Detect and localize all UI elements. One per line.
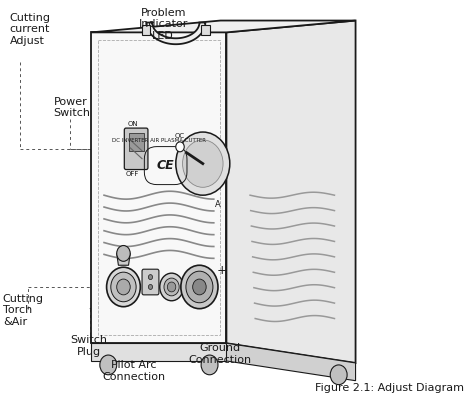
Text: CE: CE (157, 159, 174, 172)
Circle shape (164, 278, 179, 296)
Text: Ground
Connection: Ground Connection (189, 343, 252, 365)
Circle shape (201, 355, 218, 375)
Text: Cutting
Torch
&Air: Cutting Torch &Air (3, 294, 44, 327)
Circle shape (181, 265, 218, 309)
Circle shape (117, 279, 130, 295)
Polygon shape (117, 253, 130, 265)
Circle shape (107, 267, 140, 307)
Circle shape (148, 285, 153, 290)
Text: OC: OC (175, 133, 185, 139)
Text: DC INVERTER AIR PLASMA CUTTER: DC INVERTER AIR PLASMA CUTTER (112, 138, 206, 143)
Polygon shape (142, 26, 150, 35)
Circle shape (111, 272, 136, 302)
Text: ON: ON (128, 121, 138, 127)
Polygon shape (227, 343, 356, 381)
Polygon shape (91, 21, 356, 32)
Text: Problem
Indicator
LED: Problem Indicator LED (138, 8, 188, 41)
Circle shape (100, 355, 117, 375)
Circle shape (176, 142, 184, 152)
Polygon shape (128, 133, 144, 151)
Circle shape (167, 282, 176, 292)
Circle shape (148, 274, 153, 279)
Circle shape (117, 246, 130, 261)
Circle shape (186, 271, 213, 303)
Text: +: + (217, 264, 228, 277)
Polygon shape (91, 343, 227, 361)
Polygon shape (146, 23, 205, 44)
Text: Switch
Plug: Switch Plug (70, 335, 107, 357)
Text: Figure 2.1: Adjust Diagram: Figure 2.1: Adjust Diagram (315, 383, 464, 393)
Text: Pilot Arc
Connection: Pilot Arc Connection (102, 360, 165, 382)
Circle shape (176, 132, 230, 195)
Polygon shape (227, 21, 356, 363)
FancyBboxPatch shape (142, 269, 159, 295)
Circle shape (182, 140, 223, 187)
FancyBboxPatch shape (124, 128, 148, 170)
Polygon shape (201, 26, 210, 35)
Polygon shape (91, 32, 227, 343)
Circle shape (192, 279, 206, 295)
Text: Power
Switch: Power Switch (54, 96, 91, 118)
Circle shape (330, 365, 347, 385)
Text: OFF: OFF (126, 171, 139, 176)
Text: A: A (215, 200, 221, 209)
Circle shape (160, 273, 183, 301)
Text: Cutting
current
Adjust: Cutting current Adjust (9, 13, 51, 46)
